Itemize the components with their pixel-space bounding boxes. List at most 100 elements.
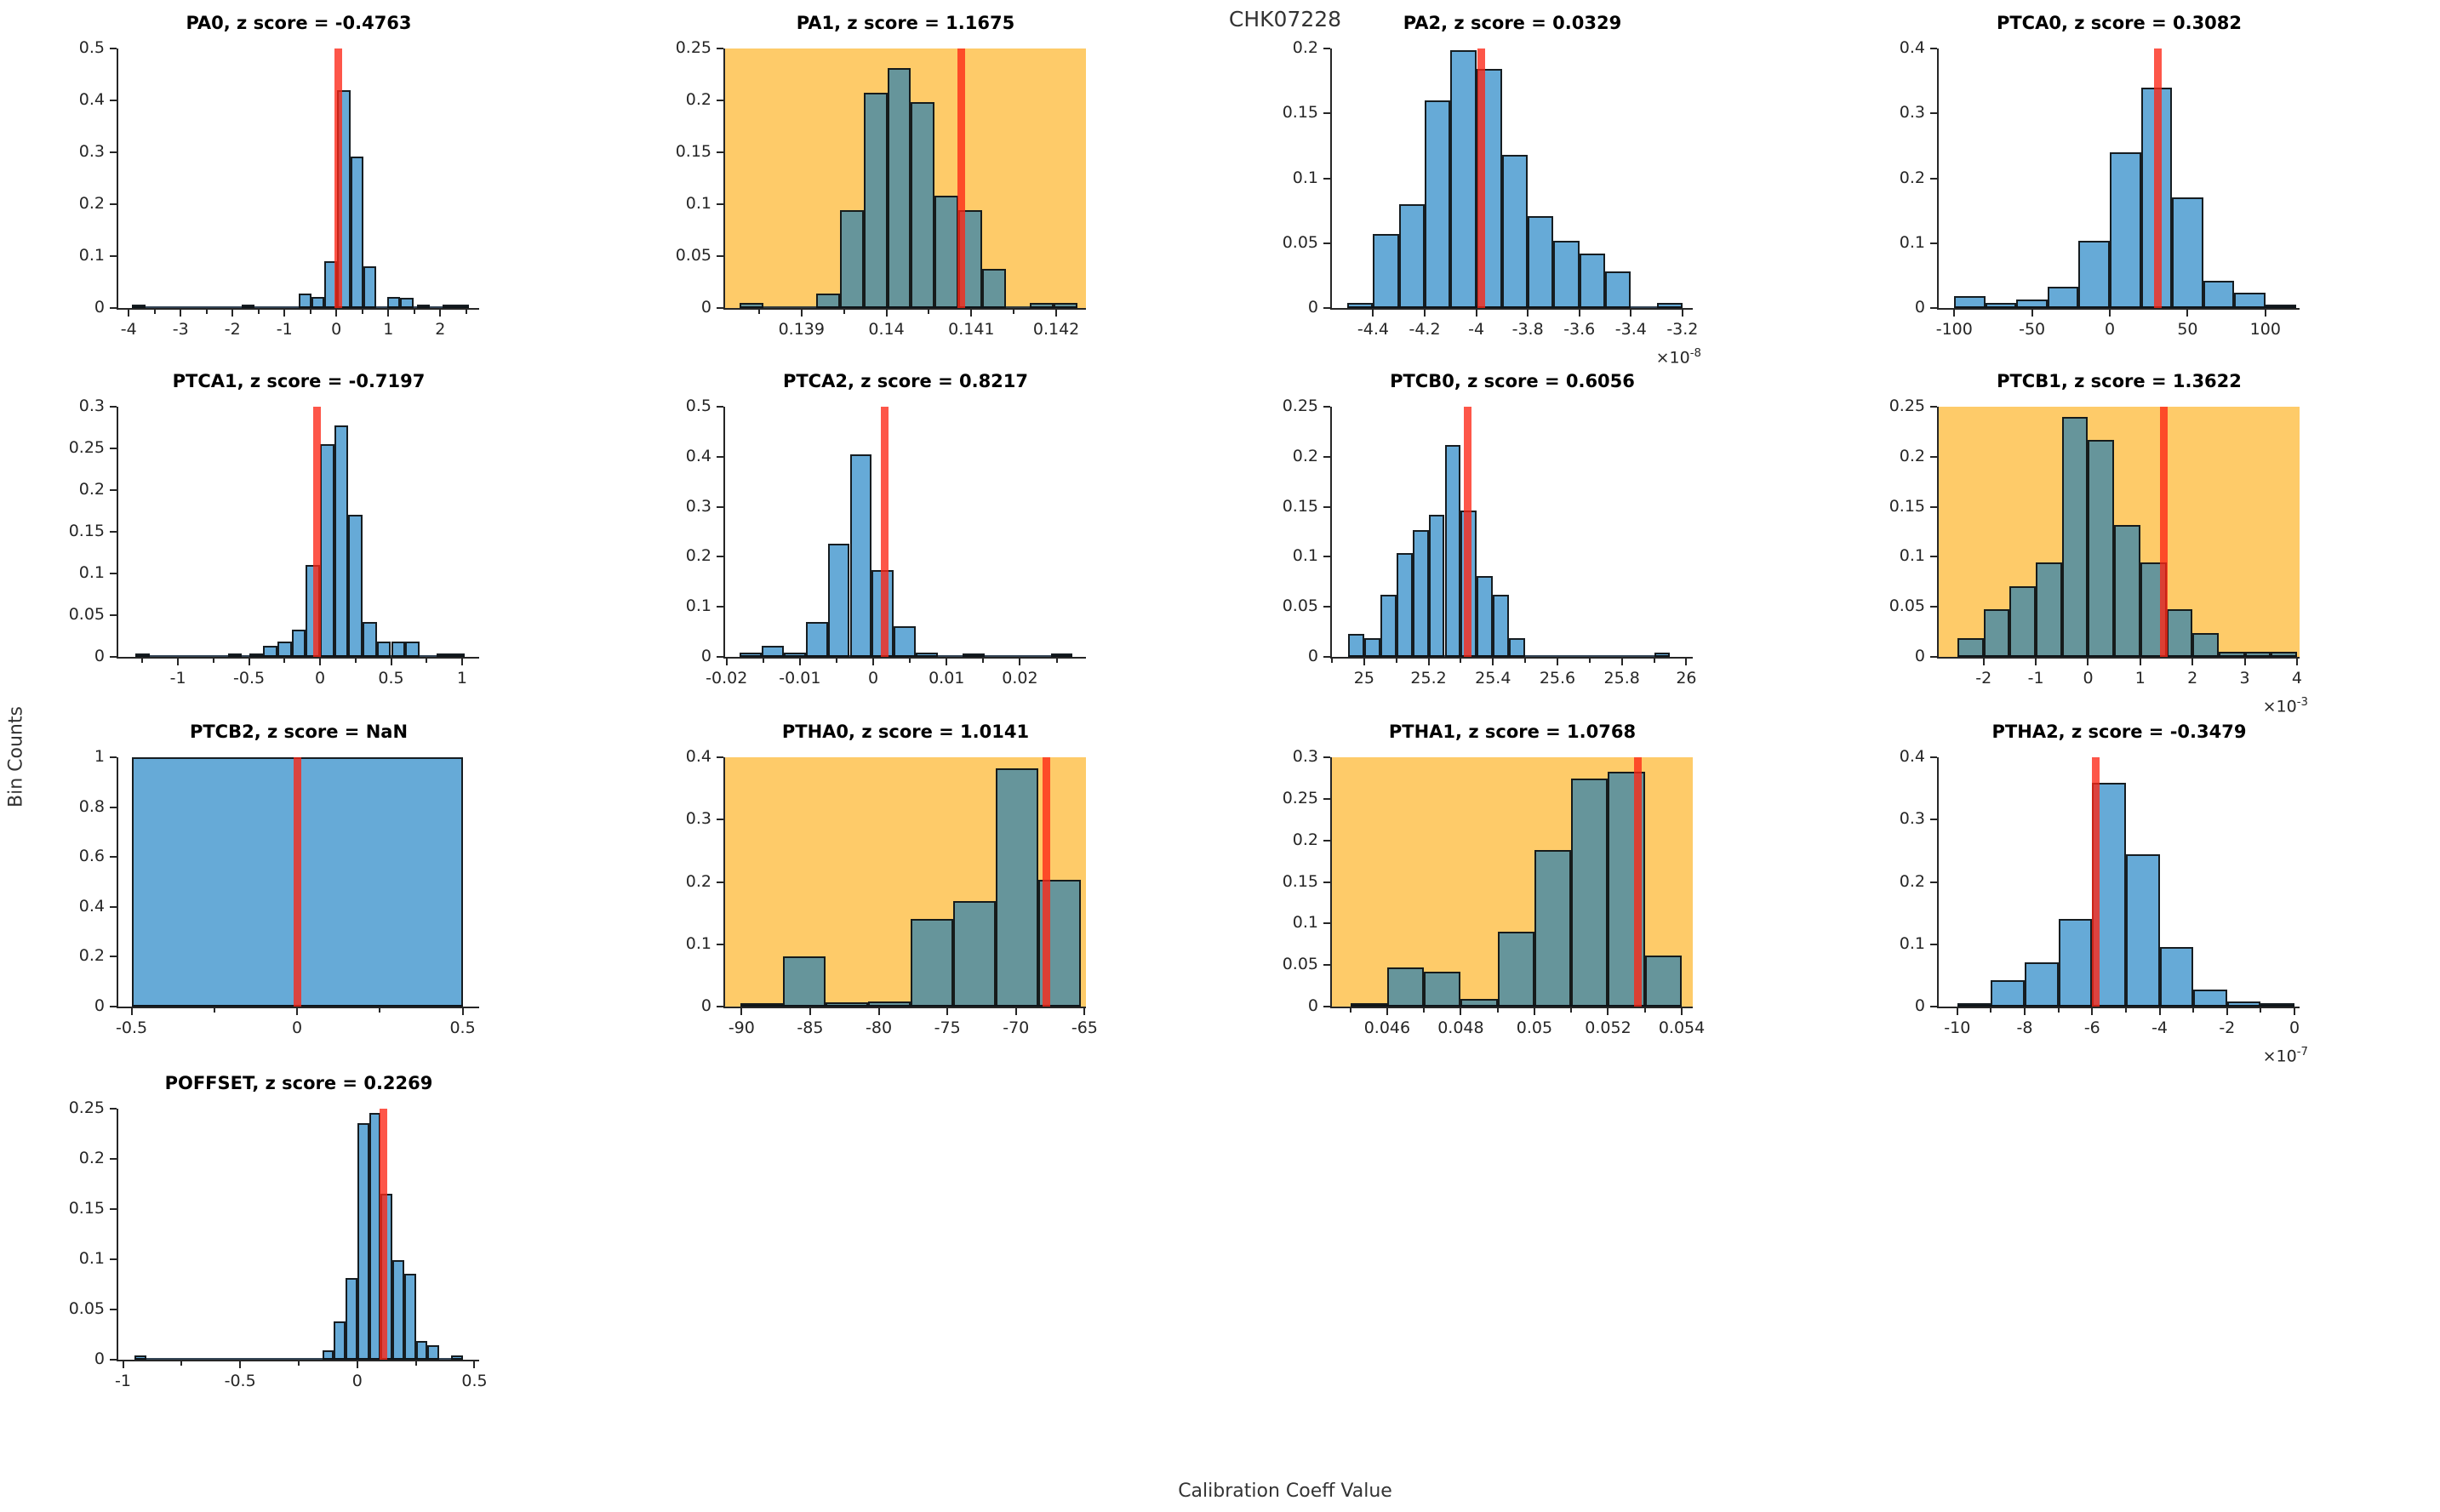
histogram-bar (1493, 595, 1510, 657)
x-tick-mark (2139, 659, 2141, 665)
y-tick-mark (110, 406, 117, 408)
y-tick-label: 0.1 (685, 194, 711, 213)
x-tick-mark (1014, 1008, 1017, 1015)
y-tick-mark (717, 505, 723, 508)
x-minor-tick-mark (205, 310, 208, 314)
y-tick-mark (110, 448, 117, 449)
y-tick-label: 0.25 (1282, 788, 1318, 807)
histogram-bar (1985, 302, 2017, 308)
x-tick-label: 50 (2177, 320, 2198, 339)
x-tick-label: -3 (172, 320, 189, 339)
y-tick-mark (1323, 839, 1330, 842)
histogram-bar (436, 653, 451, 657)
subplot-title: PTCB0, z score = 0.6056 (1390, 371, 1635, 391)
x-minor-tick-mark (212, 659, 214, 663)
x-tick-mark (460, 659, 463, 665)
histogram-bar (2009, 585, 2037, 657)
x-minor-tick-mark (465, 310, 467, 314)
y-tick-label: 0.1 (78, 1249, 105, 1268)
x-tick-mark (946, 659, 948, 665)
histogram-bar (1050, 653, 1073, 657)
histogram-bar (815, 293, 840, 308)
y-tick-mark (1930, 943, 1937, 945)
x-tick-label: 0 (351, 1372, 363, 1390)
y-tick-mark (1323, 656, 1330, 658)
histogram-bar (135, 653, 150, 657)
x-minor-tick-mark (2260, 1008, 2262, 1013)
y-tick-label: 0.2 (1292, 38, 1318, 57)
histogram-bar (1509, 637, 1526, 657)
red-marker-line (2091, 757, 2100, 1007)
subplot-title: PA0, z score = -0.4763 (186, 13, 412, 33)
x-tick-label: 1 (383, 320, 394, 339)
y-tick-mark (1323, 406, 1330, 408)
x-tick-label: 0.02 (1002, 669, 1038, 688)
x-tick-mark (180, 310, 182, 317)
histogram-bar (1347, 633, 1364, 657)
y-tick-mark (1323, 756, 1330, 758)
y-tick-label: 0 (700, 996, 711, 1015)
x-tick-mark (885, 310, 888, 317)
x-tick-label: 0.05 (1516, 1018, 1553, 1037)
y-tick-label: 0 (1307, 298, 1318, 317)
y-tick-mark (110, 255, 117, 257)
x-tick-label: 100 (2249, 320, 2281, 339)
x-tick-label: 0 (331, 320, 342, 339)
y-tick-label: 0.3 (685, 496, 711, 516)
x-minor-tick-mark (414, 1361, 417, 1366)
histogram-bar (863, 93, 888, 308)
histogram-bar (2172, 197, 2203, 308)
y-tick-mark (1323, 1006, 1330, 1007)
subplot-title: PA2, z score = 0.0329 (1403, 13, 1622, 33)
y-tick-label: 0.1 (1292, 546, 1318, 566)
histogram-bar (376, 642, 391, 657)
y-tick-mark (1930, 406, 1937, 408)
histogram-bar (934, 196, 959, 308)
histogram-bar (298, 293, 311, 308)
y-tick-mark (110, 956, 117, 958)
y-tick-label: 0.1 (1899, 232, 1925, 252)
histogram-bar (2159, 947, 2194, 1007)
y-tick-mark (1323, 797, 1330, 800)
x-minor-tick-mark (213, 1008, 215, 1013)
x-tick-mark (2109, 310, 2111, 317)
histogram-bar (132, 305, 146, 308)
histogram-bar (894, 625, 917, 657)
y-tick-label: 0.15 (1282, 496, 1318, 516)
x-tick-mark (283, 310, 286, 317)
x-tick-label: 0.5 (461, 1372, 488, 1390)
y-tick-mark (110, 856, 117, 859)
x-tick-mark (2031, 310, 2033, 317)
y-tick-label: 0.8 (78, 796, 105, 816)
y-tick-mark (1930, 756, 1937, 758)
y-tick-mark (110, 656, 117, 658)
y-tick-mark (1323, 922, 1330, 925)
x-minor-tick-mark (1570, 1008, 1573, 1013)
x-tick-label: -6 (2083, 1018, 2100, 1037)
y-tick-mark (1930, 48, 1937, 49)
y-tick-label: 0 (1307, 996, 1318, 1015)
y-tick-label: 0.3 (1899, 103, 1925, 123)
subplot-title: POFFSET, z score = 0.2269 (164, 1073, 433, 1093)
x-tick-mark (2226, 1008, 2228, 1015)
red-marker-line (957, 48, 965, 308)
histogram-bar (2226, 1001, 2261, 1007)
x-minor-tick-mark (1496, 1008, 1499, 1013)
histogram-bar (2114, 524, 2140, 657)
y-tick-mark (717, 606, 723, 608)
x-tick-mark (231, 310, 234, 317)
subplot-pa2: PA2, z score = 0.0329 -4.4 -4.2 -4 -3.8 -3.6-… (1283, 13, 1701, 367)
y-tick-label: 0.2 (78, 194, 105, 213)
x-tick-label: -85 (797, 1018, 824, 1037)
y-tick-label: 0.05 (68, 605, 105, 624)
y-tick-mark (1323, 964, 1330, 967)
x-minor-tick-mark (361, 310, 363, 314)
x-tick-mark (725, 659, 728, 665)
histogram-bar (134, 1355, 147, 1360)
x-tick-mark (128, 310, 130, 317)
histogram-bar (2166, 608, 2193, 657)
red-marker-line (2154, 48, 2163, 308)
histogram-bar (867, 1001, 911, 1007)
x-tick-mark (946, 1008, 949, 1015)
y-tick-mark (110, 1309, 117, 1310)
